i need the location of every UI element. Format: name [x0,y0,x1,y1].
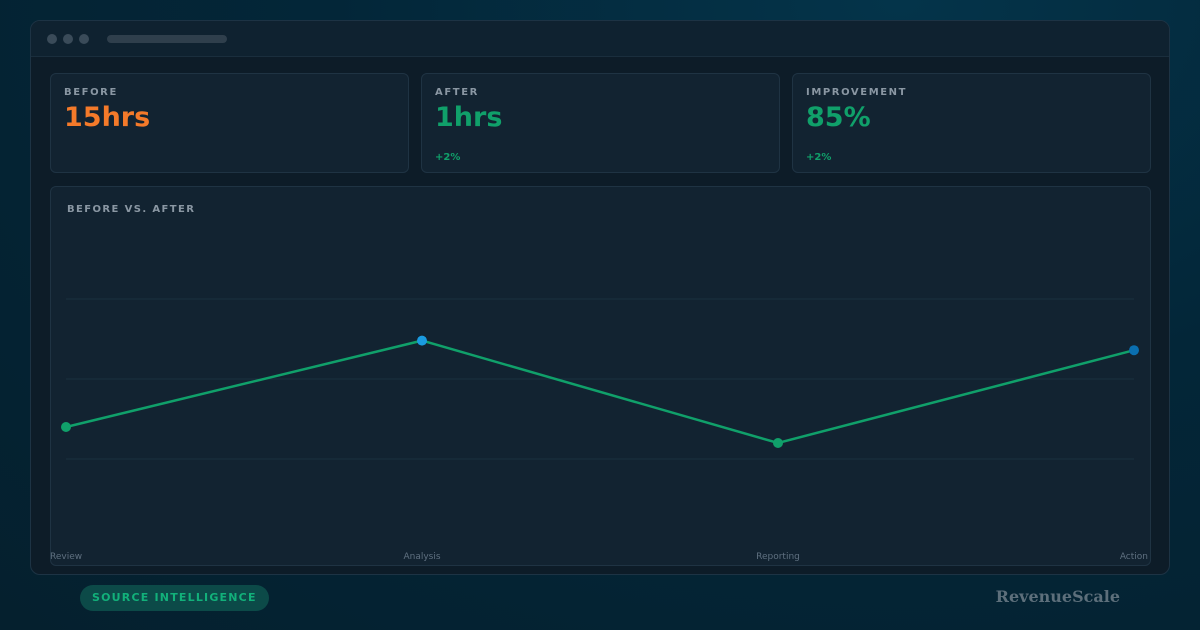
data-point-analysis[interactable] [417,335,427,346]
card-value: 15hrs [64,102,151,133]
x-tick-label: Review [50,552,82,562]
chart-title: BEFORE VS. AFTER [67,204,196,215]
window-maximize-dot[interactable] [79,34,89,44]
x-tick-label: Analysis [403,552,440,562]
window-minimize-dot[interactable] [63,34,73,44]
line-chart: Review Analysis Reporting Action [50,298,1148,562]
title-bar [31,21,1169,57]
brand-logo-text: RevenueScale [995,587,1120,606]
card-value: 1hrs [435,102,503,133]
data-point-action[interactable] [1129,345,1139,356]
chart-panel: BEFORE VS. AFTER [50,186,1151,566]
card-label: AFTER [435,87,479,98]
data-point-reporting[interactable] [773,438,783,448]
x-tick-label: Action [1120,552,1148,562]
source-intelligence-badge: SOURCE INTELLIGENCE [80,585,269,611]
card-value: 85% [806,102,871,133]
x-tick-label: Reporting [756,552,800,562]
card-delta: +2% [435,152,461,163]
card-label: BEFORE [64,87,118,98]
card-label: IMPROVEMENT [806,87,908,98]
after-card: AFTER 1hrs +2% [421,73,780,173]
card-delta: +2% [806,152,832,163]
window-close-dot[interactable] [47,34,57,44]
before-card: BEFORE 15hrs [50,73,409,173]
address-bar[interactable] [107,35,227,43]
browser-window: BEFORE 15hrs AFTER 1hrs +2% IMPROVEMENT … [30,20,1170,575]
data-point-review[interactable] [61,422,71,432]
series-line [65,339,1135,445]
improvement-card: IMPROVEMENT 85% +2% [792,73,1151,173]
